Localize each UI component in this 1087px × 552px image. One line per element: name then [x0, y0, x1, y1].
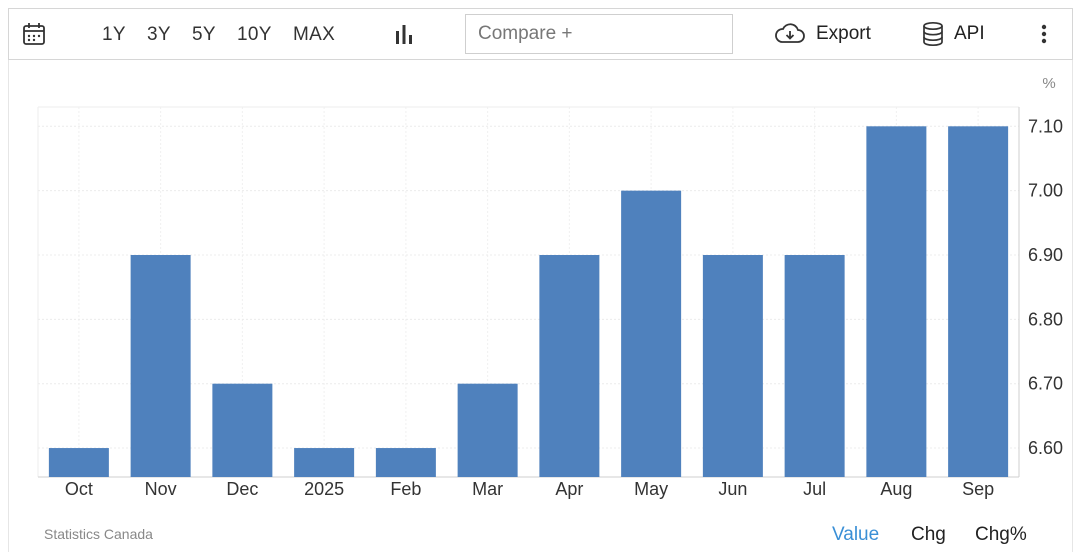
range-5y-button[interactable]: 5Y	[192, 24, 216, 45]
x-tick-label: 2025	[304, 479, 344, 499]
range-1y-button[interactable]: 1Y	[102, 24, 126, 45]
chart-frame	[8, 60, 1073, 552]
x-tick-label: Feb	[390, 479, 421, 499]
api-label: API	[954, 23, 985, 44]
bar-may[interactable]	[621, 190, 682, 478]
cloud-download-icon	[775, 23, 805, 43]
y-axis-labels: 6.60 6.70 6.80 6.90 7.00 7.10	[1028, 116, 1063, 458]
x-tick-label: Aug	[880, 479, 912, 499]
mode-value-button[interactable]: Value	[832, 524, 880, 545]
x-tick-label: Nov	[145, 479, 177, 499]
compare-input[interactable]	[465, 14, 733, 54]
bar-chart-icon	[396, 25, 412, 44]
bar-aug[interactable]	[866, 126, 927, 477]
bar-sep[interactable]	[948, 126, 1009, 477]
x-tick-label: Sep	[962, 479, 994, 499]
range-3y-button[interactable]: 3Y	[147, 24, 171, 45]
chart-type-button[interactable]	[393, 9, 415, 59]
bar-jul[interactable]	[784, 255, 845, 477]
bar-oct[interactable]	[48, 448, 109, 477]
y-tick-label: 6.70	[1028, 374, 1063, 394]
chart-toolbar: 1Y 3Y 5Y 10Y MAX Export API	[8, 8, 1073, 60]
database-icon	[923, 21, 943, 47]
chart-grid	[37, 106, 1020, 478]
mode-chg-pct-button[interactable]: Chg%	[975, 524, 1027, 545]
data-source: Statistics Canada	[44, 526, 153, 542]
range-max-button[interactable]: MAX	[293, 24, 336, 45]
y-tick-label: 6.60	[1028, 438, 1063, 458]
bar-dec[interactable]	[212, 383, 273, 477]
y-tick-label: 6.90	[1028, 245, 1063, 265]
calendar-icon	[23, 23, 45, 45]
x-tick-label: Mar	[472, 479, 503, 499]
y-tick-label: 7.00	[1028, 181, 1063, 201]
api-button[interactable]: API	[922, 9, 985, 59]
y-tick-label: 7.10	[1028, 116, 1063, 136]
x-tick-label: Dec	[226, 479, 258, 499]
bar-apr[interactable]	[539, 255, 600, 477]
chart-bars	[48, 126, 1009, 478]
y-tick-label: 6.80	[1028, 309, 1063, 329]
x-tick-label: Jul	[803, 479, 826, 499]
bar-feb[interactable]	[375, 448, 436, 477]
mode-chg-button[interactable]: Chg	[911, 524, 946, 545]
more-options-button[interactable]	[1039, 9, 1049, 59]
x-tick-label: Oct	[65, 479, 93, 499]
x-tick-label: Apr	[555, 479, 583, 499]
export-label: Export	[816, 23, 871, 44]
range-10y-button[interactable]: 10Y	[237, 24, 272, 45]
more-vertical-icon	[1041, 24, 1047, 44]
bar-mar[interactable]	[457, 383, 518, 477]
x-tick-label: Jun	[718, 479, 747, 499]
bar-jun[interactable]	[702, 255, 763, 477]
bar-nov[interactable]	[130, 255, 191, 477]
x-axis-labels: Oct Nov Dec 2025 Feb Mar Apr May Jun Jul Aug Sep	[65, 479, 994, 499]
calendar-button[interactable]	[21, 9, 47, 59]
export-button[interactable]: Export	[774, 9, 871, 59]
bar-2025[interactable]	[294, 448, 355, 477]
y-axis-unit: %	[1042, 75, 1055, 92]
x-tick-label: May	[634, 479, 668, 499]
